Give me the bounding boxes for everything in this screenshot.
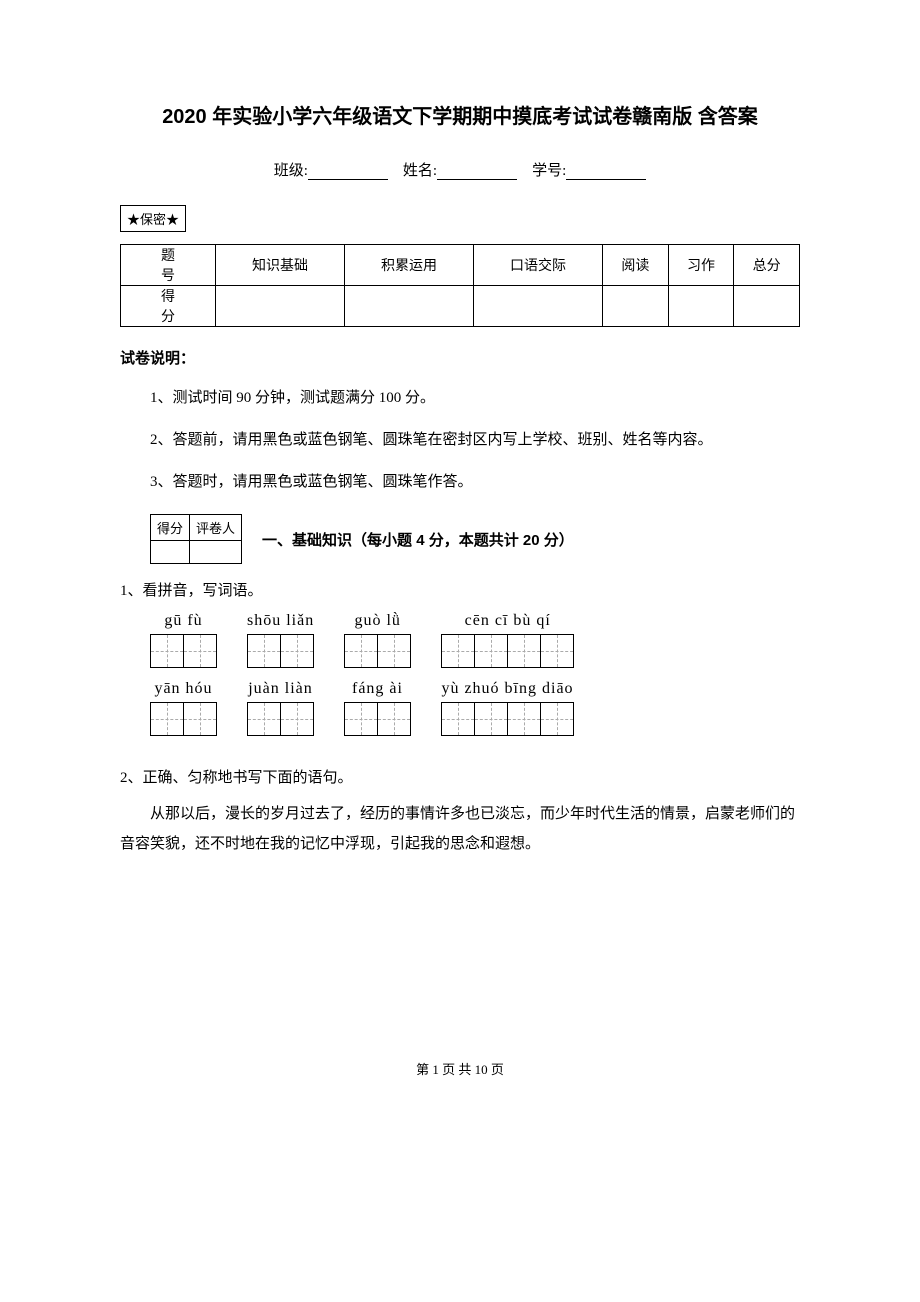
confidential-badge: ★保密★ (120, 205, 186, 232)
pinyin-text: gū fù (164, 612, 202, 630)
class-blank (308, 179, 388, 180)
pinyin-row: yān hóu juàn liàn fáng ài yù zhuó bīng diāo (150, 680, 800, 736)
grade-box: 得分 评卷人 (150, 514, 242, 564)
header-cell: 题 号 (121, 245, 216, 286)
score-table: 题 号 知识基础 积累运用 口语交际 阅读 习作 总分 得 分 (120, 244, 800, 327)
instruction-item: 2、答题前，请用黑色或蓝色钢笔、圆珠笔在密封区内写上学校、班别、姓名等内容。 (150, 428, 800, 452)
header-cell: 阅读 (603, 245, 669, 286)
char-boxes (247, 702, 314, 736)
header-cell: 口语交际 (474, 245, 603, 286)
pinyin-group: shōu liǎn (247, 612, 314, 668)
grade-box-empty (151, 541, 190, 564)
char-box (441, 702, 475, 736)
char-boxes (150, 634, 217, 668)
char-box (247, 702, 281, 736)
name-blank (437, 179, 517, 180)
pinyin-text: guò lǜ (354, 612, 400, 630)
char-boxes (344, 634, 411, 668)
char-box (474, 702, 508, 736)
page-footer: 第 1 页 共 10 页 (120, 1059, 800, 1078)
pinyin-group: fáng ài (344, 680, 411, 736)
char-box (247, 634, 281, 668)
score-cell (216, 286, 345, 327)
exam-title: 2020 年实验小学六年级语文下学期期中摸底考试试卷赣南版 含答案 (120, 100, 800, 129)
pinyin-group: juàn liàn (247, 680, 314, 736)
pinyin-group: gū fù (150, 612, 217, 668)
pinyin-text: yān hóu (154, 680, 212, 698)
grade-box-score: 得分 (151, 515, 190, 541)
char-boxes (441, 634, 574, 668)
char-box (150, 634, 184, 668)
char-box (507, 702, 541, 736)
char-box (183, 702, 217, 736)
char-box (377, 634, 411, 668)
score-cell (668, 286, 734, 327)
header-cell: 习作 (668, 245, 734, 286)
char-box (507, 634, 541, 668)
question-1: 1、看拼音，写词语。 (120, 579, 800, 600)
grade-box-empty (190, 541, 242, 564)
score-cell (474, 286, 603, 327)
section-header-row: 得分 评卷人 一、基础知识（每小题 4 分，本题共计 20 分） (150, 514, 800, 564)
pinyin-group: yān hóu (150, 680, 217, 736)
header-cell: 积累运用 (345, 245, 474, 286)
char-box (344, 702, 378, 736)
pinyin-container: gū fù shōu liǎn guò lǜ cēn cī bù qí yān hóu j… (120, 612, 800, 736)
question-2: 2、正确、匀称地书写下面的语句。 (120, 766, 800, 787)
char-boxes (441, 702, 574, 736)
pinyin-group: yù zhuó bīng diāo (441, 680, 574, 736)
question-2-paragraph: 从那以后，漫长的岁月过去了，经历的事情许多也已淡忘，而少年时代生活的情景，启蒙老… (120, 799, 800, 859)
id-label: 学号: (532, 163, 566, 179)
char-box (280, 702, 314, 736)
pinyin-group: cēn cī bù qí (441, 612, 574, 668)
student-info-line: 班级: 姓名: 学号: (120, 159, 800, 180)
header-cell: 知识基础 (216, 245, 345, 286)
char-boxes (150, 702, 217, 736)
char-box (344, 634, 378, 668)
pinyin-text: fáng ài (352, 680, 403, 698)
pinyin-row: gū fù shōu liǎn guò lǜ cēn cī bù qí (150, 612, 800, 668)
char-box (150, 702, 184, 736)
char-box (183, 634, 217, 668)
pinyin-text: cēn cī bù qí (465, 612, 551, 630)
score-cell (345, 286, 474, 327)
pinyin-text: juàn liàn (248, 680, 313, 698)
class-label: 班级: (274, 163, 308, 179)
section-1-title: 一、基础知识（每小题 4 分，本题共计 20 分） (262, 529, 574, 550)
char-box (540, 634, 574, 668)
table-row: 得 分 (121, 286, 800, 327)
table-row: 题 号 知识基础 积累运用 口语交际 阅读 习作 总分 (121, 245, 800, 286)
grade-box-grader: 评卷人 (190, 515, 242, 541)
instruction-item: 3、答题时，请用黑色或蓝色钢笔、圆珠笔作答。 (150, 470, 800, 494)
pinyin-text: yù zhuó bīng diāo (441, 680, 573, 698)
pinyin-group: guò lǜ (344, 612, 411, 668)
id-blank (566, 179, 646, 180)
pinyin-text: shōu liǎn (247, 612, 314, 630)
score-cell (734, 286, 800, 327)
char-box (474, 634, 508, 668)
instruction-item: 1、测试时间 90 分钟，测试题满分 100 分。 (150, 386, 800, 410)
row-label-cell: 得 分 (121, 286, 216, 327)
char-boxes (247, 634, 314, 668)
header-cell: 总分 (734, 245, 800, 286)
char-box (280, 634, 314, 668)
char-box (441, 634, 475, 668)
char-boxes (344, 702, 411, 736)
char-box (540, 702, 574, 736)
char-box (377, 702, 411, 736)
instructions-heading: 试卷说明： (120, 347, 800, 368)
score-cell (603, 286, 669, 327)
name-label: 姓名: (403, 163, 437, 179)
